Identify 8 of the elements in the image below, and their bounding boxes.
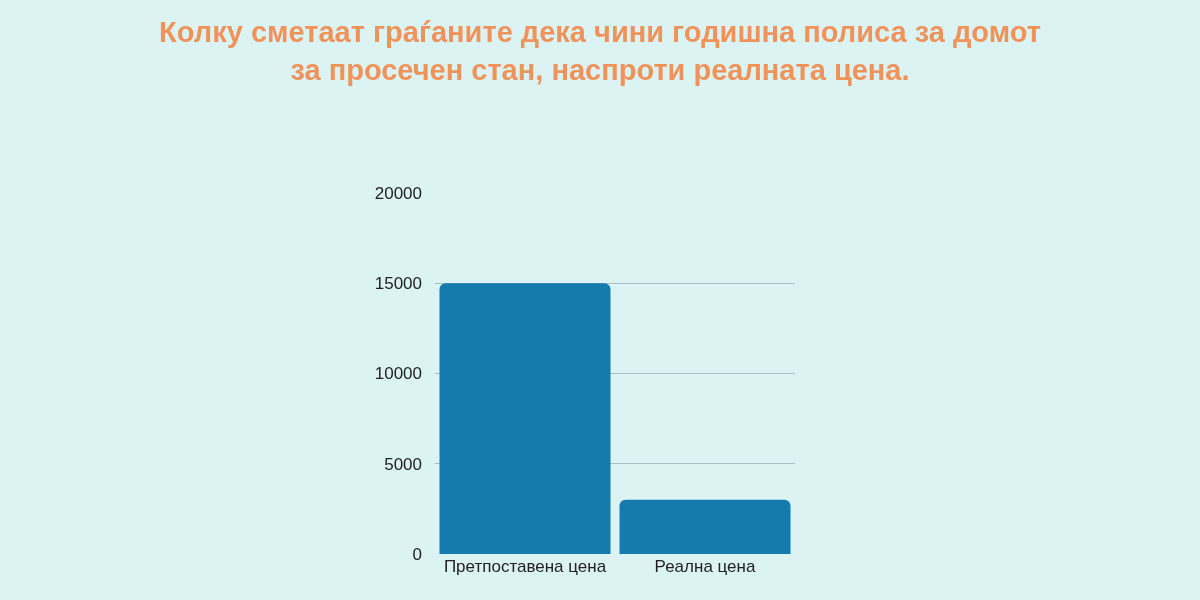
- x-tick-label: Претпоставена цена: [443, 557, 607, 576]
- y-tick-label: 5000: [384, 454, 422, 474]
- y-tick-label: 20000: [374, 183, 422, 203]
- chart-title: Колку сметаат граѓаните дека чини годишна полиса за домот за просечен стан, наспроти реалната цена.: [159, 16, 1041, 86]
- y-tick-label: 15000: [374, 274, 422, 294]
- y-tick-label: 10000: [374, 364, 422, 384]
- x-tick-label: Реална цена: [654, 557, 756, 576]
- y-tick-label: 0: [412, 544, 422, 564]
